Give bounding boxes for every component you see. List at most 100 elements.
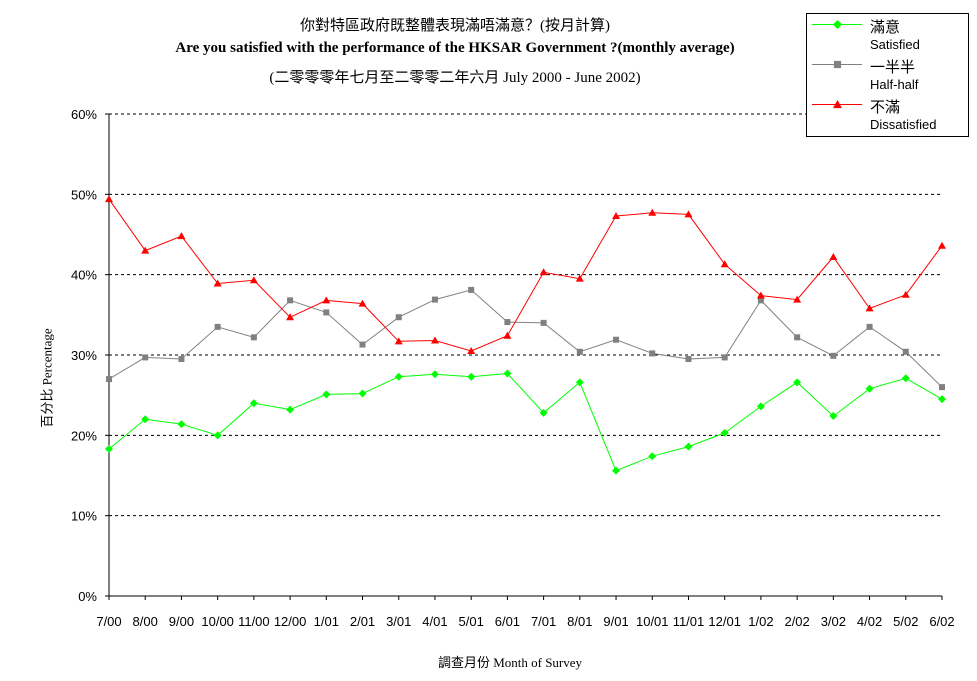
data-point-dissatisfied [720,260,729,268]
square-marker-icon [833,60,842,69]
data-point-dissatisfied [141,246,150,254]
data-point-dissatisfied [394,337,403,345]
legend-label-half-half-zh: 一半半 [870,60,916,76]
data-point-dissatisfied [756,291,765,299]
data-point-dissatisfied [503,331,512,339]
data-point-half-half [649,350,656,357]
data-point-satisfied [865,384,874,393]
data-point-satisfied [105,444,113,453]
data-point-dissatisfied [467,346,476,354]
x-tick-label: 9/00 [169,614,194,629]
data-point-half-half [613,336,620,343]
data-point-half-half [431,296,438,303]
data-point-half-half [794,334,801,341]
x-tick-label: 11/00 [238,614,270,629]
data-point-half-half [359,341,366,348]
data-point-satisfied [901,374,910,383]
triangle-marker-icon [833,100,842,109]
data-point-half-half [830,352,837,359]
y-tick-label: 10% [71,509,97,524]
data-point-satisfied [394,372,403,381]
y-tick-label: 20% [71,428,97,443]
x-tick-label: 10/01 [636,614,669,629]
data-point-half-half [178,356,185,363]
x-tick-label: 8/01 [567,614,592,629]
data-point-dissatisfied [430,336,439,344]
x-tick-label: 4/02 [857,614,882,629]
x-tick-label: 6/02 [929,614,954,629]
data-point-satisfied [286,405,295,414]
x-tick-label: 12/00 [274,614,307,629]
data-point-half-half [142,354,149,361]
data-point-dissatisfied [539,268,548,276]
x-tick-label: 9/01 [603,614,628,629]
data-point-satisfied [249,399,258,408]
data-point-dissatisfied [322,296,331,304]
x-tick-label: 2/01 [350,614,375,629]
data-point-satisfied [756,402,765,411]
chart-legend: 滿意 Satisfied 一半半 Half-half 不滿 Dissatisfi… [806,13,969,137]
legend-label-dissatisfied-zh: 不滿 [870,100,901,116]
data-point-satisfied [648,452,657,461]
data-point-dissatisfied [286,313,295,321]
series-line-dissatisfied [108,198,943,352]
data-point-satisfied [141,415,150,424]
data-point-satisfied [793,378,802,387]
x-tick-label: 7/00 [96,614,121,629]
data-point-satisfied [684,442,693,451]
data-point-dissatisfied [829,252,838,260]
data-point-satisfied [467,372,476,381]
data-point-dissatisfied [648,208,657,216]
x-tick-label: 11/01 [673,614,705,629]
data-point-dissatisfied [105,195,113,203]
data-point-half-half [939,384,945,391]
data-point-dissatisfied [213,279,222,287]
data-point-half-half [214,323,221,330]
x-tick-label: 5/01 [459,614,484,629]
legend-label-dissatisfied-en: Dissatisfied [870,117,937,132]
diamond-marker-icon [833,20,842,29]
x-tick-label: 2/02 [784,614,809,629]
legend-label-half-half-en: Half-half [870,77,919,92]
y-axis-title: 百分比 Percentage [39,328,55,428]
y-tick-label: 50% [71,187,97,202]
data-point-satisfied [539,408,548,417]
data-point-dissatisfied [684,210,693,218]
x-tick-label: 4/01 [422,614,447,629]
y-tick-label: 40% [71,268,97,283]
y-tick-label: 0% [78,589,97,604]
x-tick-label: 1/02 [748,614,773,629]
data-point-satisfied [575,378,584,387]
data-point-half-half [287,297,294,304]
data-point-satisfied [503,369,512,378]
x-tick-label: 7/01 [531,614,556,629]
data-point-dissatisfied [901,290,910,298]
data-point-half-half [576,348,583,355]
x-tick-label: 10/00 [201,614,234,629]
data-point-half-half [866,323,873,330]
data-point-satisfied [177,420,186,429]
data-point-dissatisfied [612,212,621,220]
data-point-half-half [540,319,547,326]
data-point-dissatisfied [249,276,258,284]
data-point-satisfied [938,395,946,404]
data-point-half-half [468,286,475,293]
x-tick-label: 6/01 [495,614,520,629]
y-tick-label: 30% [71,348,97,363]
data-point-satisfied [322,390,331,399]
legend-label-satisfied-zh: 滿意 [870,20,901,36]
legend-item-satisfied: 滿意 Satisfied [807,16,967,56]
x-tick-label: 5/02 [893,614,918,629]
data-point-half-half [250,334,257,341]
data-point-satisfied [430,370,439,379]
series-line-satisfied [108,372,943,472]
data-point-half-half [757,297,764,304]
data-point-dissatisfied [575,274,584,282]
data-point-satisfied [358,389,367,398]
data-point-half-half [685,356,692,363]
legend-item-dissatisfied: 不滿 Dissatisfied [807,96,967,136]
data-point-dissatisfied [865,304,874,312]
data-point-satisfied [612,466,621,475]
y-tick-label: 60% [71,107,97,122]
series-line-half-half [108,289,943,388]
